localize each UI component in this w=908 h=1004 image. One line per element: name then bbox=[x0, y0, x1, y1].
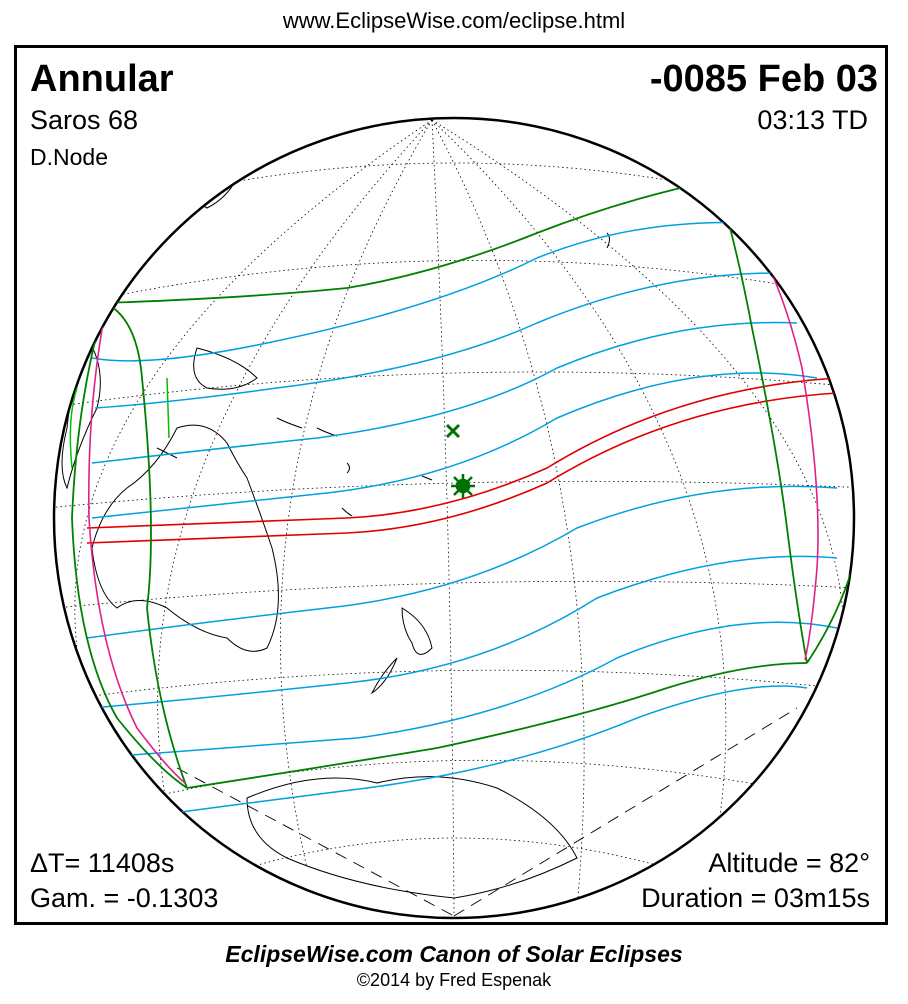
altitude-value: Altitude = 82° bbox=[708, 848, 870, 878]
eclipse-globe-map bbox=[52, 116, 856, 920]
node-label: D.Node bbox=[30, 144, 108, 170]
map-frame bbox=[14, 45, 888, 925]
eclipse-date: -0085 Feb 03 bbox=[649, 58, 878, 100]
delta-t: ΔT= 11408s bbox=[30, 848, 175, 878]
gamma-value: Gam. = -0.1303 bbox=[30, 883, 219, 913]
magnitude-lines bbox=[86, 221, 838, 819]
globe-outline bbox=[52, 116, 856, 920]
auxiliary-dashed-lines bbox=[176, 707, 798, 917]
footer-title: EclipseWise.com Canon of Solar Eclipses bbox=[225, 941, 683, 967]
saros-number: Saros 68 bbox=[30, 105, 139, 135]
footer-copyright: ©2014 by Fred Espenak bbox=[356, 970, 552, 990]
greatest-duration-marker bbox=[445, 423, 461, 439]
graticule-meridians bbox=[74, 119, 845, 917]
duration-value: Duration = 03m15s bbox=[641, 883, 870, 913]
umbral-path bbox=[86, 377, 838, 544]
greatest-eclipse-marker bbox=[451, 474, 475, 498]
source-url: www.EclipseWise.com/eclipse.html bbox=[282, 8, 626, 33]
eclipse-type: Annular bbox=[30, 58, 174, 100]
eclipse-time: 03:13 TD bbox=[757, 105, 868, 135]
